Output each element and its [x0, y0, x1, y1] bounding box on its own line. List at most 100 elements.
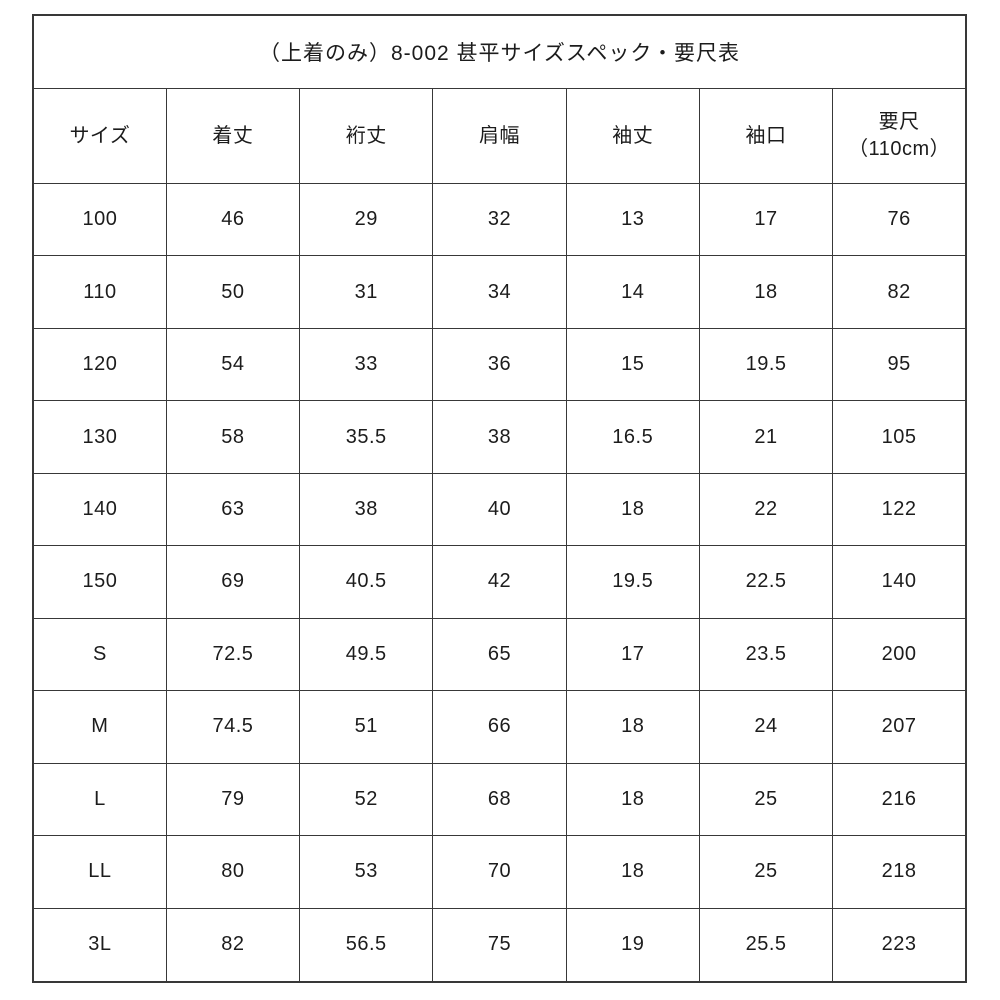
value-cell: 40: [432, 472, 567, 547]
column-header-fabric-required: 要尺 （110cm）: [832, 88, 967, 184]
value-cell: 69: [165, 545, 301, 619]
value-cell: 50: [165, 255, 301, 329]
value-cell: 216: [832, 762, 967, 837]
size-cell: 120: [32, 327, 167, 402]
table-row-S: S 72.5 49.5 65 17 23.5 200: [32, 617, 967, 692]
value-cell: 140: [832, 545, 967, 619]
column-header-sleeve-length: 袖丈: [565, 88, 700, 184]
value-cell: 76: [832, 182, 967, 257]
value-cell: 25: [698, 835, 834, 909]
value-cell: 13: [565, 182, 700, 257]
table-row-L: L 79 52 68 18 25 216: [32, 762, 967, 837]
table-row-3L: 3L 82 56.5 75 19 25.5 223: [32, 907, 967, 983]
value-cell: 22.5: [698, 545, 834, 619]
value-cell: 42: [432, 545, 567, 619]
value-cell: 17: [698, 182, 834, 257]
page-title: （上着のみ）8-002 甚平サイズスペック・要尺表: [32, 14, 967, 89]
value-cell: 70: [432, 835, 567, 909]
size-cell: 3L: [32, 907, 167, 983]
value-cell: 82: [832, 255, 967, 329]
value-cell: 32: [432, 182, 567, 257]
value-cell: 18: [565, 835, 700, 909]
value-cell: 19: [565, 907, 700, 983]
value-cell: 24: [698, 690, 834, 764]
value-cell: 38: [432, 400, 567, 474]
value-cell: 52: [299, 762, 434, 837]
value-cell: 18: [698, 255, 834, 329]
value-cell: 105: [832, 400, 967, 474]
size-cell: S: [32, 617, 167, 692]
value-cell: 14: [565, 255, 700, 329]
value-cell: 223: [832, 907, 967, 983]
value-cell: 46: [165, 182, 301, 257]
value-cell: 58: [165, 400, 301, 474]
value-cell: 53: [299, 835, 434, 909]
value-cell: 38: [299, 472, 434, 547]
value-cell: 22: [698, 472, 834, 547]
value-cell: 17: [565, 617, 700, 692]
size-cell: 140: [32, 472, 167, 547]
value-cell: 56.5: [299, 907, 434, 983]
column-header-sleeve-reach: 裄丈: [299, 88, 434, 184]
value-cell: 200: [832, 617, 967, 692]
value-cell: 54: [165, 327, 301, 402]
value-cell: 82: [165, 907, 301, 983]
table-row-130: 130 58 35.5 38 16.5 21 105: [32, 400, 967, 474]
size-spec-table-container: （上着のみ）8-002 甚平サイズスペック・要尺表 サイズ 着丈 裄丈 肩幅 袖…: [32, 14, 967, 983]
size-cell: L: [32, 762, 167, 837]
value-cell: 34: [432, 255, 567, 329]
value-cell: 18: [565, 472, 700, 547]
table-row-140: 140 63 38 40 18 22 122: [32, 472, 967, 547]
fabric-required-label: 要尺: [878, 111, 920, 133]
size-cell: LL: [32, 835, 167, 909]
table-header-row: サイズ 着丈 裄丈 肩幅 袖丈 袖口 要尺 （110cm）: [32, 88, 967, 184]
table-row-120: 120 54 33 36 15 19.5 95: [32, 327, 967, 402]
value-cell: 63: [165, 472, 301, 547]
value-cell: 35.5: [299, 400, 434, 474]
value-cell: 23.5: [698, 617, 834, 692]
value-cell: 40.5: [299, 545, 434, 619]
value-cell: 18: [565, 690, 700, 764]
value-cell: 36: [432, 327, 567, 402]
fabric-required-width-note: （110cm）: [848, 138, 951, 160]
size-cell: 110: [32, 255, 167, 329]
value-cell: 51: [299, 690, 434, 764]
value-cell: 31: [299, 255, 434, 329]
size-cell: 130: [32, 400, 167, 474]
value-cell: 75: [432, 907, 567, 983]
value-cell: 66: [432, 690, 567, 764]
value-cell: 65: [432, 617, 567, 692]
value-cell: 49.5: [299, 617, 434, 692]
table-row-100: 100 46 29 32 13 17 76: [32, 182, 967, 257]
size-cell: 100: [32, 182, 167, 257]
value-cell: 68: [432, 762, 567, 837]
value-cell: 15: [565, 327, 700, 402]
value-cell: 72.5: [165, 617, 301, 692]
value-cell: 19.5: [698, 327, 834, 402]
value-cell: 80: [165, 835, 301, 909]
column-header-size: サイズ: [32, 88, 167, 184]
value-cell: 29: [299, 182, 434, 257]
value-cell: 21: [698, 400, 834, 474]
table-title-row: （上着のみ）8-002 甚平サイズスペック・要尺表: [32, 14, 967, 89]
column-header-cuff: 袖口: [698, 88, 834, 184]
value-cell: 74.5: [165, 690, 301, 764]
value-cell: 16.5: [565, 400, 700, 474]
value-cell: 218: [832, 835, 967, 909]
size-spec-table: （上着のみ）8-002 甚平サイズスペック・要尺表 サイズ 着丈 裄丈 肩幅 袖…: [32, 14, 967, 983]
table-row-110: 110 50 31 34 14 18 82: [32, 255, 967, 329]
value-cell: 19.5: [565, 545, 700, 619]
value-cell: 122: [832, 472, 967, 547]
value-cell: 18: [565, 762, 700, 837]
value-cell: 25: [698, 762, 834, 837]
column-header-body-length: 着丈: [165, 88, 301, 184]
size-cell: M: [32, 690, 167, 764]
value-cell: 207: [832, 690, 967, 764]
table-row-LL: LL 80 53 70 18 25 218: [32, 835, 967, 909]
value-cell: 79: [165, 762, 301, 837]
value-cell: 25.5: [698, 907, 834, 983]
value-cell: 95: [832, 327, 967, 402]
column-header-shoulder-width: 肩幅: [432, 88, 567, 184]
size-cell: 150: [32, 545, 167, 619]
table-row-150: 150 69 40.5 42 19.5 22.5 140: [32, 545, 967, 619]
